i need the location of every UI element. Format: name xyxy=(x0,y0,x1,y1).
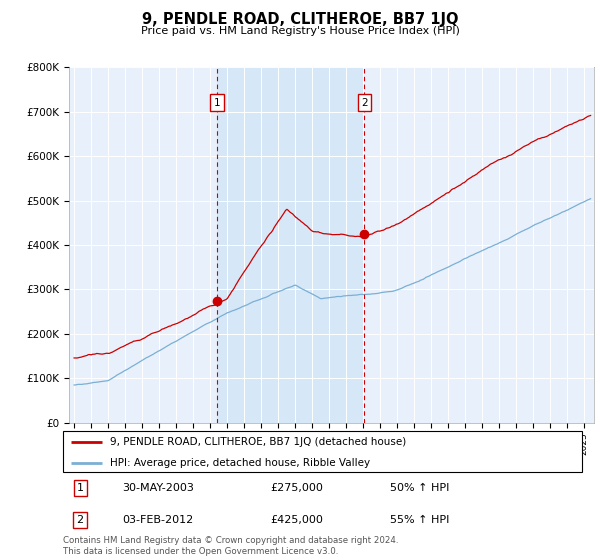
Text: 1: 1 xyxy=(214,98,220,108)
Text: Contains HM Land Registry data © Crown copyright and database right 2024.
This d: Contains HM Land Registry data © Crown c… xyxy=(63,536,398,556)
Text: HPI: Average price, detached house, Ribble Valley: HPI: Average price, detached house, Ribb… xyxy=(110,458,370,468)
Text: 9, PENDLE ROAD, CLITHEROE, BB7 1JQ: 9, PENDLE ROAD, CLITHEROE, BB7 1JQ xyxy=(142,12,458,27)
Text: 2: 2 xyxy=(77,515,83,525)
Text: 2: 2 xyxy=(361,98,368,108)
Text: 1: 1 xyxy=(77,483,83,493)
FancyBboxPatch shape xyxy=(63,431,582,472)
Text: 9, PENDLE ROAD, CLITHEROE, BB7 1JQ (detached house): 9, PENDLE ROAD, CLITHEROE, BB7 1JQ (deta… xyxy=(110,437,406,447)
Text: 55% ↑ HPI: 55% ↑ HPI xyxy=(390,515,449,525)
Text: £425,000: £425,000 xyxy=(271,515,323,525)
Text: 03-FEB-2012: 03-FEB-2012 xyxy=(122,515,194,525)
Text: 30-MAY-2003: 30-MAY-2003 xyxy=(122,483,194,493)
Bar xyxy=(217,67,364,423)
Text: £275,000: £275,000 xyxy=(271,483,323,493)
Text: 50% ↑ HPI: 50% ↑ HPI xyxy=(390,483,449,493)
Text: Price paid vs. HM Land Registry's House Price Index (HPI): Price paid vs. HM Land Registry's House … xyxy=(140,26,460,36)
